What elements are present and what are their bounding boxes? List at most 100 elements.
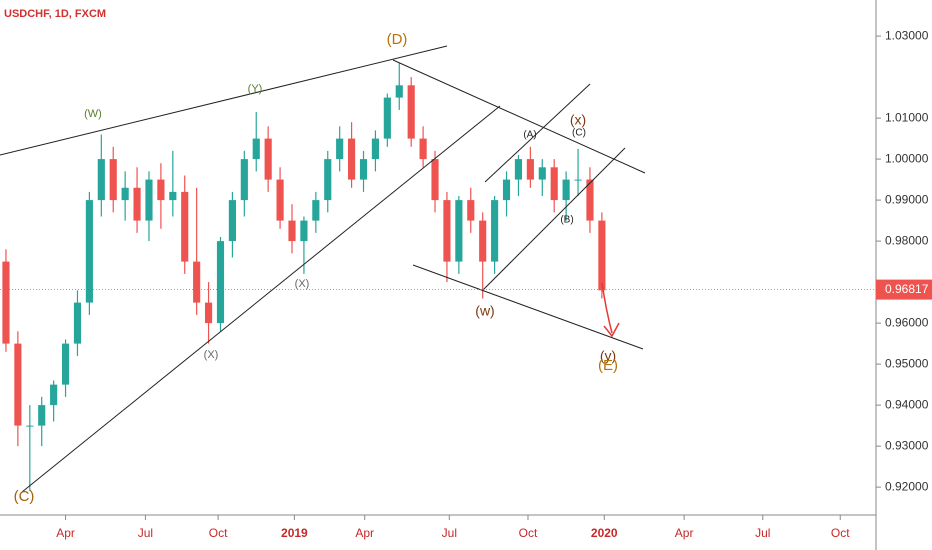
x-tick-label: Apr xyxy=(355,526,374,540)
x-tick-label: Oct xyxy=(519,526,538,540)
last-price-box xyxy=(876,279,932,300)
wave-label: (y) xyxy=(600,348,616,364)
x-tick-label: 2020 xyxy=(591,526,618,540)
candle-body xyxy=(514,159,523,180)
wave-label: (w) xyxy=(475,303,494,319)
arrow-head xyxy=(603,322,620,338)
candle-body xyxy=(288,220,296,242)
y-tick-label: 0.94000 xyxy=(885,397,929,411)
candle-body xyxy=(264,138,272,180)
y-tick-label: 1.01000 xyxy=(885,110,929,124)
candle-body xyxy=(145,179,153,221)
y-tick-label: 1.03000 xyxy=(885,28,929,42)
candle-body xyxy=(550,167,558,201)
candle-body xyxy=(252,138,260,160)
candle-body xyxy=(216,241,225,324)
x-tick-label: Oct xyxy=(831,526,850,540)
candle-body xyxy=(121,187,129,201)
wave-label: (x) xyxy=(570,112,586,128)
candle-body xyxy=(395,85,403,98)
candle-body xyxy=(443,200,451,262)
wave-label: (E) xyxy=(598,357,618,374)
candle-body xyxy=(109,159,117,201)
candle-body xyxy=(526,159,534,180)
candle-body xyxy=(562,179,570,201)
wave-label: (X) xyxy=(204,349,219,361)
candle-body xyxy=(431,159,439,201)
trendline xyxy=(21,105,501,493)
wave-label: (A) xyxy=(523,130,536,141)
candle-body xyxy=(50,384,58,406)
wave-label: (C) xyxy=(14,488,35,505)
candle-body xyxy=(38,405,46,426)
last-price-label: 0.96817 xyxy=(885,282,929,296)
wave-label: (B) xyxy=(560,215,573,226)
wave-label: (C) xyxy=(572,128,586,139)
x-tick-label: Oct xyxy=(209,526,228,540)
x-tick-label: Apr xyxy=(675,526,694,540)
wave-label: (D) xyxy=(387,31,408,48)
trendline xyxy=(482,147,626,291)
wave-label: (W) xyxy=(84,108,102,120)
x-tick-label: Jul xyxy=(138,526,153,540)
candle-body xyxy=(73,302,82,344)
candle-body xyxy=(14,343,22,426)
candle-body xyxy=(324,159,332,201)
candle-body xyxy=(61,343,70,385)
candle-body xyxy=(407,85,415,139)
candle-body xyxy=(359,159,368,180)
candle-body xyxy=(240,159,248,201)
candle-body xyxy=(193,261,201,303)
arrow xyxy=(601,282,613,334)
y-tick-label: 1.00000 xyxy=(885,151,929,165)
x-tick-label: Jul xyxy=(755,526,770,540)
candle-body xyxy=(97,159,105,201)
candle-body xyxy=(538,167,546,180)
candle-body xyxy=(371,138,380,160)
candle-body xyxy=(85,200,93,303)
candle-body xyxy=(169,191,177,201)
x-tick-label: Apr xyxy=(56,526,75,540)
candle-body xyxy=(574,179,582,181)
candle-body xyxy=(2,261,10,344)
candle-body xyxy=(598,220,606,291)
x-tick-label: 2019 xyxy=(281,526,308,540)
candle-body xyxy=(383,97,391,139)
trendline xyxy=(484,83,591,183)
candle-body xyxy=(455,200,463,262)
candle-body xyxy=(276,179,284,221)
candle-body xyxy=(586,179,594,221)
trendline xyxy=(412,264,644,350)
wave-label: (X) xyxy=(295,278,310,290)
candle-body xyxy=(312,200,320,221)
candle-body xyxy=(157,179,165,201)
candle-body xyxy=(502,179,511,201)
x-tick-label: Jul xyxy=(442,526,457,540)
y-tick-label: 0.93000 xyxy=(885,438,929,452)
y-tick-label: 0.95000 xyxy=(885,356,929,370)
candle-body xyxy=(479,220,487,262)
candle-body xyxy=(467,200,475,221)
candle-body xyxy=(181,191,189,262)
chart-title: USDCHF, 1D, FXCM xyxy=(4,8,106,20)
candle-body xyxy=(336,138,344,160)
annotations: (C) (W) (Y) (X) (X) (D) (w) (A) (x) (C) … xyxy=(14,31,618,505)
trendline xyxy=(392,59,646,174)
candle-body xyxy=(491,200,499,262)
y-tick-label: 0.99000 xyxy=(885,192,929,206)
candle-body xyxy=(348,138,356,180)
wave-label: (Y) xyxy=(248,83,263,95)
candle-body xyxy=(26,425,34,427)
candles xyxy=(2,62,606,492)
candle-body xyxy=(133,187,141,221)
trendlines xyxy=(0,45,646,493)
y-tick-label: 0.98000 xyxy=(885,233,929,247)
candle-body xyxy=(300,220,308,242)
candle-body xyxy=(228,200,236,242)
y-tick-label: 0.92000 xyxy=(885,479,929,493)
y-tick-label: 0.96000 xyxy=(885,315,929,329)
candle-body xyxy=(419,138,427,160)
